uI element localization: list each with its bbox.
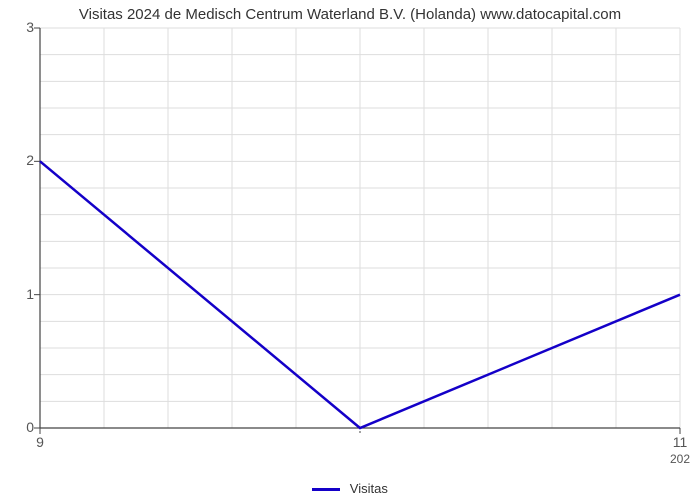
plot-area <box>40 28 680 428</box>
chart-title: Visitas 2024 de Medisch Centrum Waterlan… <box>0 6 700 23</box>
chart-svg <box>40 28 680 428</box>
chart-container: Visitas 2024 de Medisch Centrum Waterlan… <box>0 0 700 500</box>
y-tick-0: 0 <box>4 419 34 435</box>
y-tick-2: 2 <box>4 152 34 168</box>
legend-swatch <box>312 488 340 491</box>
y-tick-3: 3 <box>4 19 34 35</box>
x-tick-9: 9 <box>30 434 50 450</box>
legend-label: Visitas <box>350 481 388 496</box>
x-tick-11: 11 <box>666 434 694 450</box>
y-tick-1: 1 <box>4 286 34 302</box>
legend: Visitas <box>0 481 700 496</box>
x-sub-label-right: 202 <box>670 452 690 466</box>
